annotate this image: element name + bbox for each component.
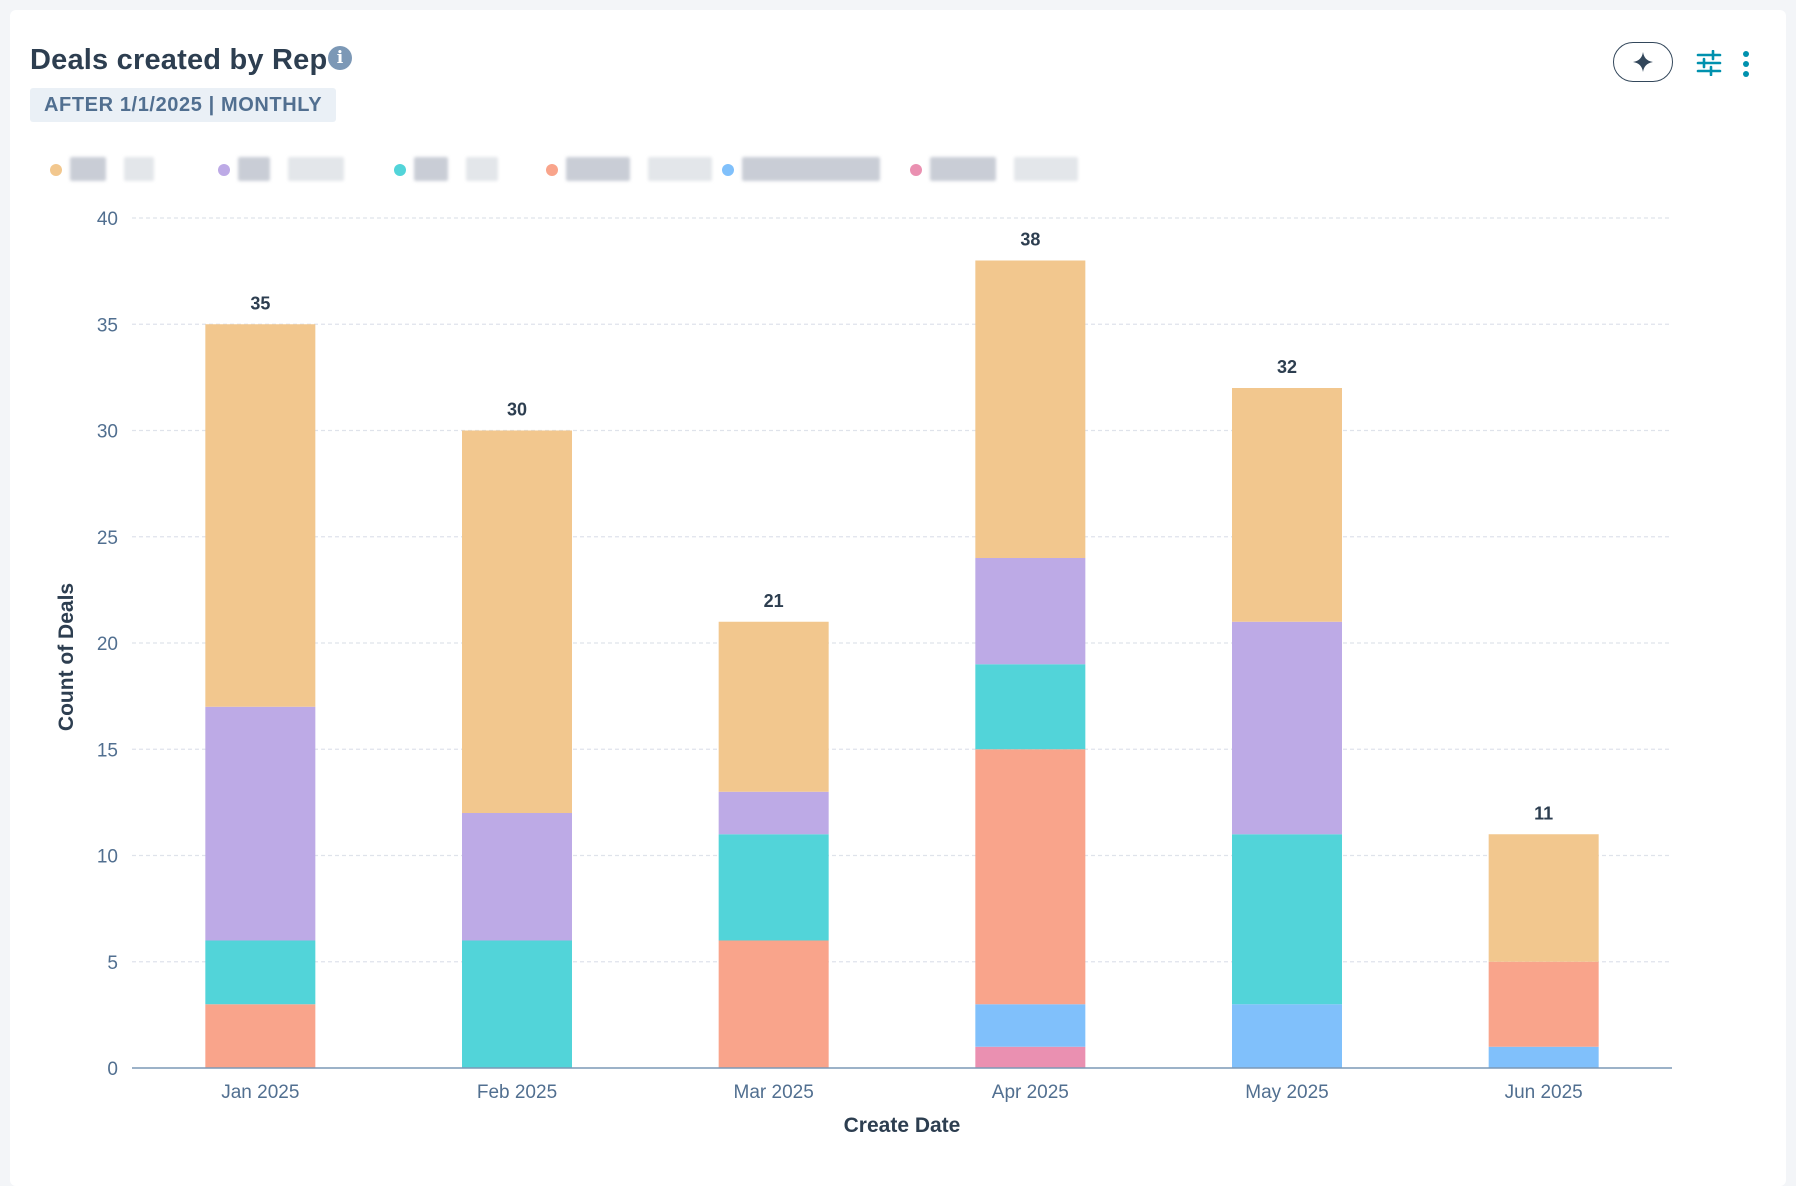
filter-button[interactable] [1696, 49, 1722, 77]
bar-segment [718, 621, 829, 792]
y-tick-label: 40 [97, 209, 118, 230]
x-tick-label: Mar 2025 [734, 1082, 814, 1103]
x-axis-title: Create Date [844, 1114, 961, 1137]
bar-total-label: 11 [1534, 803, 1553, 823]
bar-segment [205, 1004, 316, 1068]
bar-segment [718, 791, 829, 835]
legend-swatch [546, 164, 558, 176]
bar-segment [1488, 961, 1599, 1047]
bar-total-label: 32 [1277, 357, 1297, 377]
bar-segment [462, 813, 572, 941]
legend-label-redacted [1014, 157, 1078, 181]
bar-segment [1232, 834, 1342, 1005]
legend-label-redacted [238, 157, 270, 181]
legend-label-redacted [288, 157, 344, 181]
x-tick-label: Apr 2025 [992, 1082, 1069, 1103]
report-title: Deals created by Rep [30, 44, 328, 76]
bar-segment [1232, 621, 1342, 835]
bar-total-label: 35 [250, 293, 270, 313]
y-tick-label: 5 [107, 953, 118, 974]
bar-segment [205, 940, 316, 1005]
legend-swatch [218, 164, 230, 176]
bar-segment [975, 1004, 1086, 1047]
stacked-bar-chart: 0 5 10 15 20 25 30 35 40 35 Jan 2025 30 Feb 2025 21 Ma… [55, 209, 1672, 1137]
bar-segment [975, 260, 1086, 558]
legend-swatch [50, 164, 62, 176]
sparkle-icon [1633, 52, 1653, 72]
bar-segment [718, 834, 829, 941]
sliders-icon [1696, 49, 1722, 77]
info-icon[interactable]: i [328, 46, 352, 70]
bar-total-label: 30 [507, 400, 527, 420]
legend-label-redacted [648, 157, 712, 181]
bar-segment [1232, 1004, 1342, 1068]
bar-segment [1488, 834, 1599, 962]
legend-swatch [910, 164, 922, 176]
y-tick-label: 25 [97, 528, 118, 549]
bar-segment [718, 940, 829, 1068]
x-tick-label: May 2025 [1245, 1082, 1328, 1103]
y-tick-label: 15 [97, 740, 118, 761]
legend-label-redacted [742, 157, 880, 181]
y-tick-label: 0 [107, 1059, 118, 1080]
chart-legend [50, 154, 1130, 184]
more-options-button[interactable] [1738, 50, 1754, 78]
bar-segment [975, 664, 1086, 750]
legend-label-redacted [930, 157, 996, 181]
legend-label-redacted [566, 157, 630, 181]
bar-total-label: 21 [764, 591, 784, 611]
bar-segment [205, 324, 316, 707]
bar-segment [1232, 388, 1342, 622]
bar-total-label: 38 [1020, 230, 1040, 250]
x-tick-label: Jun 2025 [1505, 1082, 1583, 1103]
legend-label-redacted [466, 157, 498, 181]
report-card: Deals created by Rep i AFTER 1/1/2025 | … [10, 10, 1786, 1186]
bar-segment [1488, 1046, 1599, 1068]
date-filter-badge: AFTER 1/1/2025 | MONTHLY [30, 88, 337, 122]
legend-label-redacted [414, 157, 448, 181]
x-tick-label: Feb 2025 [477, 1082, 557, 1103]
ai-assist-button[interactable] [1613, 42, 1673, 82]
y-tick-label: 20 [97, 634, 118, 655]
legend-swatch [394, 164, 406, 176]
legend-label-redacted [70, 157, 106, 181]
x-tick-label: Jan 2025 [221, 1082, 299, 1103]
y-tick-label: 35 [97, 315, 118, 336]
legend-label-redacted [124, 157, 154, 181]
bar-segment [462, 940, 572, 1068]
bar-segment [975, 749, 1086, 1005]
bar-segment [975, 558, 1086, 665]
bar-segment [975, 1046, 1086, 1068]
bar-segment [462, 430, 572, 813]
y-axis-title: Count of Deals [55, 583, 78, 731]
vertical-dots-icon [1743, 51, 1749, 77]
y-tick-label: 30 [97, 422, 118, 443]
y-tick-label: 10 [97, 847, 118, 868]
legend-swatch [722, 164, 734, 176]
bar-segment [205, 706, 316, 941]
